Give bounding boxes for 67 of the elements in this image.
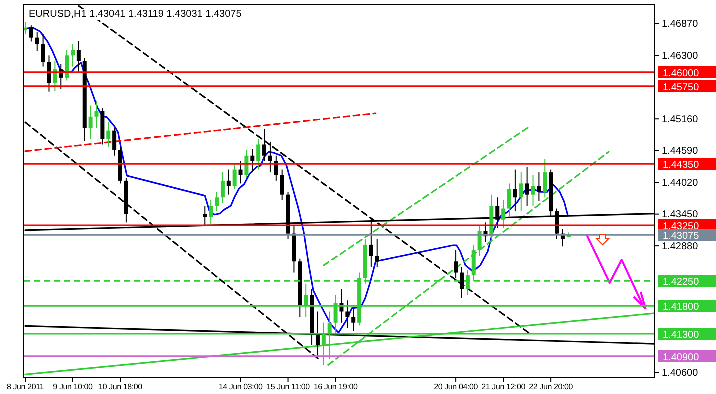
candlestick: [70, 44, 75, 68]
y-tick-label: 1.42880: [662, 241, 699, 252]
candlestick: [226, 169, 231, 196]
candlestick: [35, 32, 40, 52]
ref-line-label: 1.41300: [663, 330, 700, 342]
line-series: [24, 27, 569, 334]
candlestick: [375, 238, 380, 268]
x-tick-label: 8 Jun 2011: [6, 382, 45, 392]
ref-line-label: 1.46000: [663, 68, 700, 80]
x-tick-label: 16 Jun 19:00: [314, 382, 358, 392]
candlestick: [94, 100, 99, 129]
candlestick: [232, 164, 237, 190]
candlestick: [244, 150, 249, 179]
candlestick: [106, 122, 111, 148]
ref-line-label: 1.40900: [663, 352, 700, 364]
x-tick-label: 14 Jun 03:00: [218, 382, 264, 392]
ref-line-label: 1.43075: [663, 231, 700, 242]
candlestick: [41, 34, 46, 68]
x-tick-label: 21 Jun 12:00: [482, 382, 526, 392]
y-tick-label: 1.46870: [662, 19, 699, 30]
y-tick-label: 1.43450: [662, 210, 699, 221]
candlestick: [352, 308, 356, 332]
candlestick: [537, 172, 542, 202]
candlestick: [88, 105, 93, 140]
candlestick: [112, 128, 117, 156]
candlestick: [65, 50, 70, 82]
candlestick: [519, 172, 524, 212]
x-tick-label: 20 Jun 04:00: [434, 382, 479, 392]
x-tick-label: 15 Jun 11:00: [266, 382, 311, 392]
ref-line-label: 1.42250: [663, 277, 700, 288]
x-tick-label: 10 Jun 18:00: [98, 382, 144, 392]
ref-line-label: 1.43250: [663, 221, 700, 232]
candlestick: [454, 250, 458, 279]
candlestick: [215, 192, 220, 212]
candlestick: [274, 155, 278, 182]
candlestick: [209, 200, 214, 226]
candlestick: [280, 169, 284, 201]
candlestick: [478, 224, 482, 257]
y-tick-label: 1.44590: [662, 146, 699, 158]
ref-line-label: 1.44350: [663, 160, 700, 172]
y-tick-label: 1.44020: [662, 178, 699, 189]
candlestick: [513, 169, 518, 212]
ref-line-label: 1.41800: [663, 302, 700, 314]
candlestick: [531, 174, 536, 206]
candlestick: [256, 138, 261, 170]
x-tick-label: 22 Jun 20:00: [529, 382, 574, 392]
candlestick: [262, 128, 267, 162]
candlestick: [543, 158, 548, 198]
candlestick: [502, 200, 506, 229]
chart-title: EURUSD,H1 1.43041 1.43119 1.43031 1.43075: [29, 9, 242, 20]
candlestick: [238, 160, 243, 184]
candlestick: [220, 172, 225, 204]
y-tick-label: 1.40600: [662, 368, 699, 380]
candlestick: [53, 60, 58, 92]
candlestick: [29, 25, 34, 42]
candlestick: [47, 55, 52, 92]
ref-line-label: 1.45750: [663, 82, 700, 94]
y-tick-label: 1.45160: [662, 114, 699, 126]
x-tick-label: 9 Jun 10:00: [53, 382, 94, 392]
candlestick: [508, 183, 512, 218]
candlestick: [346, 300, 350, 329]
y-tick-label: 1.46300: [662, 50, 699, 62]
candlestick: [250, 148, 255, 174]
candlestick: [460, 266, 464, 299]
candlestick: [268, 141, 272, 174]
candlestick: [76, 40, 81, 73]
candlestick: [525, 166, 530, 206]
